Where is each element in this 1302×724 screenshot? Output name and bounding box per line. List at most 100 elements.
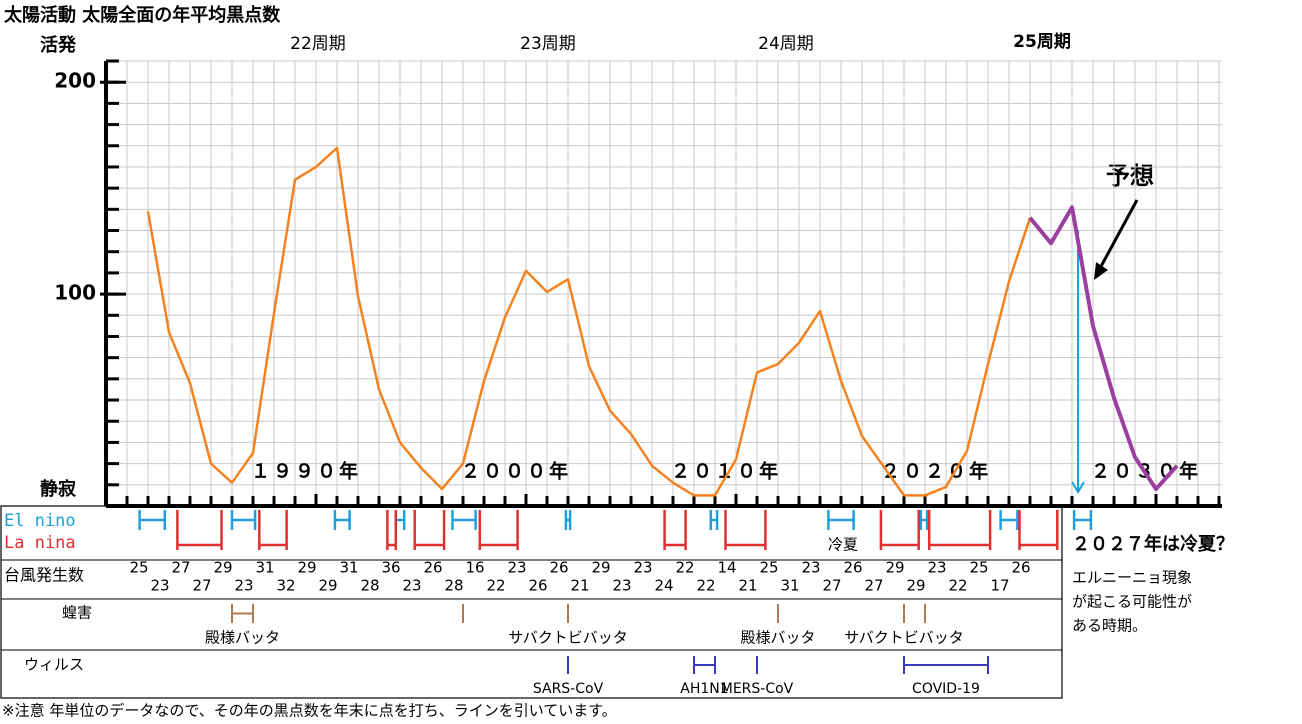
typhoon-count: 29 xyxy=(297,559,316,577)
typhoon-count: 23 xyxy=(234,577,253,595)
typhoon-count: 27 xyxy=(171,559,190,577)
la-nina-period xyxy=(413,510,446,550)
el-nino-period xyxy=(333,510,351,530)
la-nina-period xyxy=(724,510,767,550)
typhoon-count: 29 xyxy=(213,559,232,577)
locust-label: 蝗害 xyxy=(62,604,92,622)
la-nina-period xyxy=(176,510,223,550)
grid xyxy=(106,60,1222,506)
cool-summer-label: 冷夏 xyxy=(828,536,858,554)
typhoon-count: 22 xyxy=(696,577,715,595)
chart-title: 太陽活動 太陽全面の年平均黒点数 xyxy=(4,4,281,26)
forecast-arrowhead xyxy=(1094,262,1108,280)
typhoon-count: 16 xyxy=(465,559,484,577)
viruses-event xyxy=(903,656,989,674)
typhoon-count: 29 xyxy=(906,577,925,595)
el-nino-period xyxy=(827,510,855,530)
virus-label: ウィルス xyxy=(24,656,84,674)
cycle-label: 25周期 xyxy=(1013,32,1071,52)
viruses-event xyxy=(693,656,716,674)
footnote: ※注意 年単位のデータなので、その年の黒点数を年末に点を打ち、ラインを引いていま… xyxy=(2,702,617,720)
la-nina-period xyxy=(927,510,992,550)
el-nino-period xyxy=(1072,510,1093,530)
el-nino-period xyxy=(709,510,719,530)
x-tick-label: ２０１０年 xyxy=(671,460,781,483)
typhoon-count: 31 xyxy=(255,559,274,577)
cycle-label: 22周期 xyxy=(290,34,346,54)
typhoon-label: 台風発生数 xyxy=(4,566,84,585)
typhoon-count: 28 xyxy=(444,577,463,595)
viruses-name: COVID-19 xyxy=(912,681,980,697)
locusts-name: サバクトビバッタ xyxy=(508,629,627,647)
el-nino-period xyxy=(919,510,929,530)
y-tick-label: 200 xyxy=(54,69,96,93)
axis-low-label: 静寂 xyxy=(40,478,76,500)
el-nino-period xyxy=(999,510,1019,530)
typhoon-count: 29 xyxy=(318,577,337,595)
locusts-name: サバクトビバッタ xyxy=(844,629,963,647)
frame xyxy=(0,505,1063,699)
cycle-label: 24周期 xyxy=(758,34,814,54)
el-nino-period xyxy=(138,510,167,530)
typhoon-count: 26 xyxy=(843,559,862,577)
la-nina-period xyxy=(879,510,920,550)
x-tick-label: ２０２０年 xyxy=(881,460,991,483)
typhoon-count: 32 xyxy=(276,577,295,595)
typhoon-count: 23 xyxy=(633,559,652,577)
la-nina-period xyxy=(478,510,519,550)
typhoon-count: 23 xyxy=(927,559,946,577)
typhoon-count: 25 xyxy=(129,559,148,577)
typhoon-count: 14 xyxy=(717,559,736,577)
locusts-event xyxy=(231,604,254,623)
typhoon-count: 31 xyxy=(780,577,799,595)
typhoon-count: 22 xyxy=(486,577,505,595)
typhoon-count: 31 xyxy=(339,559,358,577)
typhoon-count: 29 xyxy=(885,559,904,577)
typhoon-count: 22 xyxy=(675,559,694,577)
typhoon-count: 23 xyxy=(507,559,526,577)
x-tick-label: ２０００年 xyxy=(461,460,571,483)
typhoon-count: 25 xyxy=(969,559,988,577)
el-nino-label: El nino xyxy=(4,511,76,531)
side-note: エルニーニョ現象 xyxy=(1072,569,1192,587)
axis-high-label: 活発 xyxy=(40,34,77,56)
la-nina-period xyxy=(663,510,687,550)
la-nina-period xyxy=(1018,510,1059,550)
typhoon-count: 29 xyxy=(591,559,610,577)
la-nina-label: La nina xyxy=(4,533,76,553)
viruses-name: AH1N1 xyxy=(680,681,728,697)
side-title: ２０２７年は冷夏？ xyxy=(1072,533,1234,555)
el-nino-period xyxy=(394,510,406,530)
series-line xyxy=(146,146,1032,497)
typhoon-count: 26 xyxy=(528,577,547,595)
x-tick-label: １９９０年 xyxy=(251,460,361,483)
typhoon-count: 25 xyxy=(759,559,778,577)
typhoon-count: 27 xyxy=(822,577,841,595)
forecast-arrow xyxy=(1096,199,1139,273)
typhoon-count: 23 xyxy=(612,577,631,595)
typhoon-count: 26 xyxy=(549,559,568,577)
table-frame xyxy=(0,505,1063,699)
typhoon-count: 36 xyxy=(381,559,400,577)
typhoon-count: 23 xyxy=(150,577,169,595)
y-tick-label: 100 xyxy=(54,281,96,305)
locusts-name: 殿様バッタ xyxy=(740,629,815,647)
series-line xyxy=(1028,205,1179,492)
forecast-label: 予想 xyxy=(1106,162,1154,190)
typhoon-count: 21 xyxy=(738,577,757,595)
viruses-name: MERS-CoV xyxy=(721,681,794,697)
typhoon-count: 23 xyxy=(402,577,421,595)
typhoon-count: 26 xyxy=(423,559,442,577)
side-note: が起こる可能性が xyxy=(1072,593,1192,611)
la-nina-period xyxy=(258,510,288,550)
typhoon-count: 28 xyxy=(360,577,379,595)
typhoon-count: 17 xyxy=(990,577,1009,595)
locusts-name: 殿様バッタ xyxy=(205,629,280,647)
el-nino-period xyxy=(451,510,477,530)
typhoon-count: 23 xyxy=(801,559,820,577)
el-nino-period xyxy=(230,510,257,530)
la-nina-period xyxy=(386,510,398,550)
typhoon-count: 27 xyxy=(864,577,883,595)
